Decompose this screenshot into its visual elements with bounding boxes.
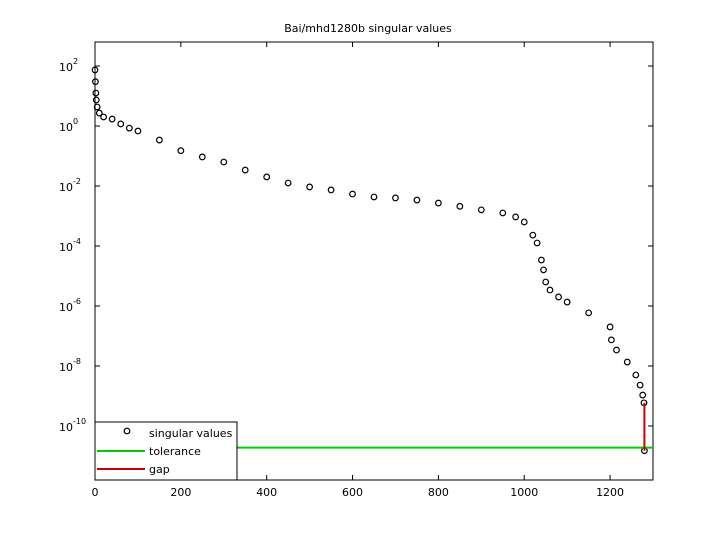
y-tick-base: 10 [59, 181, 73, 194]
point [606, 323, 614, 331]
point [392, 194, 399, 202]
point [499, 209, 507, 217]
y-tick-exponent: 0 [73, 116, 78, 125]
y-tick-label: 10-6 [59, 296, 81, 314]
y-tick-exponent: -2 [73, 176, 81, 185]
plot-frame [94, 41, 654, 481]
point [520, 218, 528, 226]
point [306, 183, 314, 191]
point [177, 147, 185, 155]
point [108, 115, 116, 123]
y-tick-exponent: -8 [73, 356, 81, 365]
point [555, 293, 562, 301]
point [512, 213, 520, 221]
point [456, 202, 464, 210]
point [413, 196, 421, 204]
x-tick-label: 400 [256, 486, 277, 499]
point [92, 78, 99, 86]
y-tick-base: 10 [59, 121, 73, 134]
point [585, 309, 593, 317]
point [546, 286, 554, 294]
y-tick-exponent: -10 [73, 416, 86, 425]
point [327, 186, 335, 194]
point [639, 391, 647, 399]
x-tick-label: 1200 [596, 486, 624, 499]
point [198, 153, 206, 161]
point [632, 371, 640, 379]
point [125, 124, 133, 132]
legend-label: tolerance [149, 445, 201, 458]
legend-label: singular values [149, 427, 233, 440]
y-tick-base: 10 [59, 241, 73, 254]
point [542, 278, 550, 286]
point [529, 231, 537, 239]
x-tick-label: 0 [92, 486, 99, 499]
chart-title: Bai/mhd1280b singular values [284, 22, 452, 35]
point [91, 66, 99, 74]
point [563, 298, 571, 306]
point [636, 381, 644, 389]
point [92, 96, 100, 104]
point [533, 239, 541, 247]
point [613, 346, 620, 354]
point [100, 113, 107, 121]
point [117, 120, 125, 128]
y-tick-base: 10 [59, 361, 73, 374]
y-tick-label: 10-2 [59, 176, 81, 194]
y-tick-base: 10 [59, 61, 73, 74]
legend-marker [123, 427, 131, 435]
point [434, 199, 442, 207]
point [92, 89, 100, 97]
y-tick-exponent: -6 [73, 296, 81, 305]
y-tick-base: 10 [59, 421, 73, 434]
point [220, 158, 228, 166]
x-tick-label: 200 [170, 486, 191, 499]
x-tick-label: 1000 [510, 486, 538, 499]
point [263, 173, 271, 181]
y-tick-exponent: -4 [73, 236, 81, 245]
y-tick-label: 10-4 [59, 236, 81, 254]
point [538, 256, 545, 264]
y-tick-base: 10 [59, 301, 73, 314]
point [241, 166, 249, 174]
point [284, 179, 292, 187]
y-tick-label: 10-8 [59, 356, 81, 374]
point [349, 190, 356, 198]
point [623, 358, 631, 366]
x-tick-label: 800 [428, 486, 449, 499]
y-tick-label: 100 [59, 116, 78, 133]
point [155, 136, 163, 144]
point [134, 127, 142, 135]
point [370, 193, 378, 201]
y-tick-label: 10-10 [59, 416, 86, 434]
x-tick-label: 600 [342, 486, 363, 499]
point [607, 336, 615, 344]
point [477, 206, 485, 214]
point [95, 109, 103, 117]
point [540, 266, 547, 274]
y-tick-exponent: 2 [73, 56, 78, 65]
point [93, 103, 101, 111]
y-tick-label: 102 [59, 56, 78, 74]
legend-label: gap [149, 463, 170, 476]
